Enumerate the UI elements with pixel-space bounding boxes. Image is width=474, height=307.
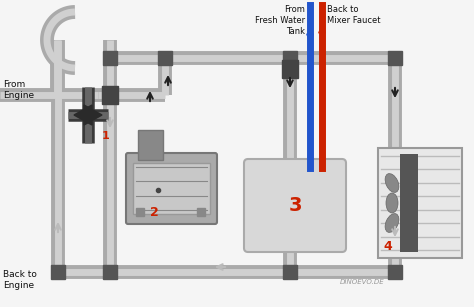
Bar	[136, 208, 144, 216]
Bar	[197, 208, 205, 216]
Bar	[158, 51, 172, 65]
Bar	[388, 51, 402, 65]
Text: From
Engine: From Engine	[3, 80, 34, 100]
Bar	[102, 86, 118, 104]
FancyBboxPatch shape	[126, 153, 217, 224]
Bar	[388, 265, 402, 279]
Polygon shape	[84, 105, 102, 125]
Bar	[283, 265, 297, 279]
Ellipse shape	[385, 173, 399, 192]
Polygon shape	[74, 105, 92, 125]
Bar	[400, 154, 418, 252]
Bar	[282, 60, 298, 78]
Text: From
Fresh Water
Tank: From Fresh Water Tank	[255, 5, 305, 36]
Bar	[51, 265, 65, 279]
Bar	[103, 51, 117, 65]
Bar	[283, 51, 297, 65]
Ellipse shape	[385, 214, 399, 232]
Text: 2: 2	[150, 206, 159, 219]
FancyBboxPatch shape	[244, 159, 346, 252]
Bar	[378, 148, 462, 258]
Text: Back to
Mixer Faucet: Back to Mixer Faucet	[327, 5, 381, 25]
Bar	[133, 163, 210, 214]
Text: 3: 3	[288, 196, 302, 215]
Bar	[103, 265, 117, 279]
Ellipse shape	[386, 193, 398, 213]
Text: 1: 1	[102, 131, 110, 141]
Bar	[138, 130, 163, 160]
Text: 4: 4	[383, 240, 392, 253]
Text: Back to
Engine: Back to Engine	[3, 270, 37, 290]
Text: DINOEVO.DE: DINOEVO.DE	[340, 279, 384, 285]
